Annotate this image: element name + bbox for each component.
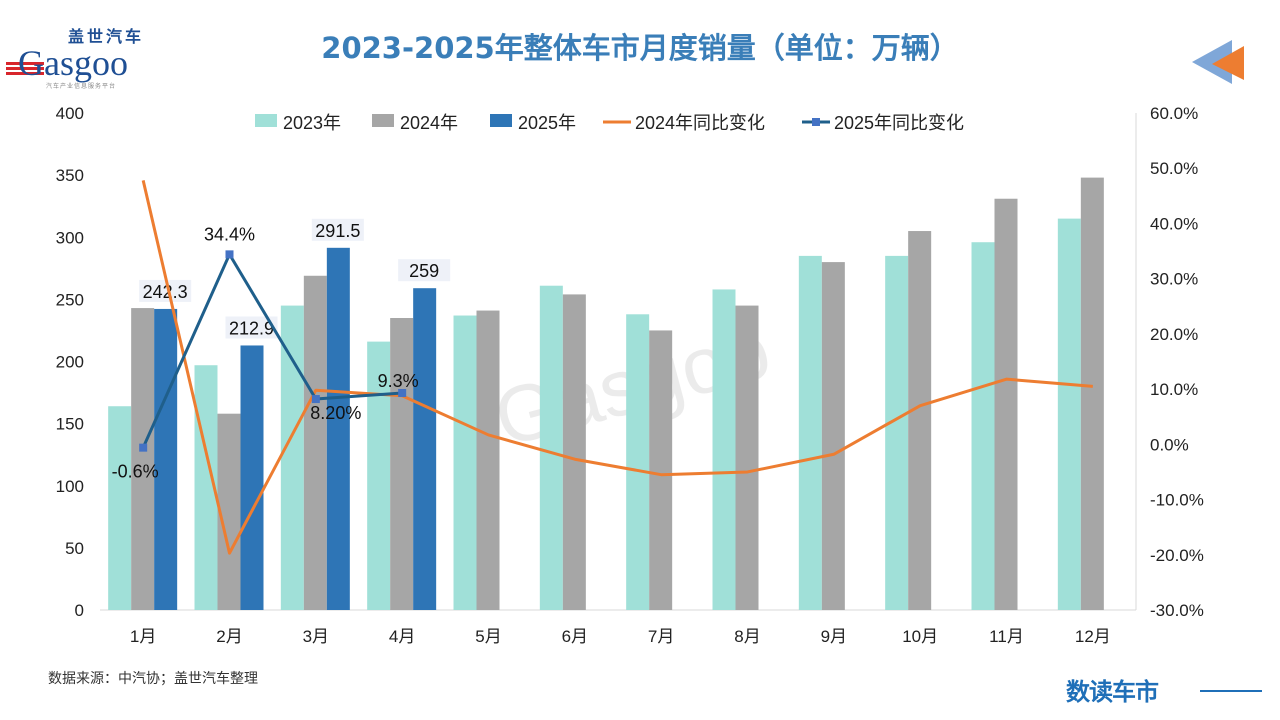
marker-2025年同比变化 — [311, 395, 320, 404]
legend-item: 2024年 — [400, 113, 458, 133]
x-axis-tick: 7月 — [648, 627, 674, 646]
logo-en: Gasgoo — [18, 43, 128, 83]
legend-swatch — [255, 114, 277, 127]
left-axis-tick: 50 — [65, 539, 84, 558]
left-axis-tick: 400 — [56, 104, 84, 123]
bar-2024年 — [821, 262, 845, 610]
logo-sub: 汽车产业信息服务平台 — [46, 84, 117, 90]
bar-2023年 — [280, 305, 304, 610]
data-label-2025: 291.5 — [315, 221, 360, 241]
left-axis-tick: 350 — [56, 166, 84, 185]
right-axis-tick: 30.0% — [1150, 270, 1198, 289]
right-axis-tick: -30.0% — [1150, 601, 1204, 620]
bar-2024年 — [390, 318, 414, 610]
data-source: 数据来源：中汽协；盖世汽车整理 — [48, 671, 258, 687]
bar-2025年 — [240, 345, 264, 610]
marker-2025年同比变化 — [398, 388, 407, 397]
line-2025年同比变化 — [141, 252, 403, 449]
bar-2024年 — [1080, 177, 1104, 611]
bar-2024年 — [131, 308, 155, 610]
legend-item: 2025年 — [518, 113, 576, 133]
data-label-yoy-2025: 8.20% — [310, 403, 361, 423]
x-axis-tick: 6月 — [562, 627, 588, 646]
right-axis-tick: 50.0% — [1150, 159, 1198, 178]
bar-2025年 — [413, 288, 437, 610]
bar-2023年 — [798, 255, 822, 610]
right-axis-tick: -10.0% — [1150, 491, 1204, 510]
legend-item: 2025年同比变化 — [834, 113, 964, 133]
data-label-yoy-2025: 34.4% — [204, 224, 255, 244]
bar-2023年 — [367, 341, 391, 610]
x-axis-tick: 3月 — [303, 627, 329, 646]
logo-stripes — [6, 62, 44, 76]
bar-2023年 — [453, 315, 477, 610]
right-axis-tick: 40.0% — [1150, 214, 1198, 233]
x-axis-tick: 8月 — [734, 627, 760, 646]
legend-swatch — [372, 114, 394, 127]
data-label-bg — [225, 316, 278, 339]
gasgoo-logo: 盖世汽车 Gasgoo 汽车产业信息服务平台 — [6, 28, 166, 92]
x-axis-tick: 2月 — [216, 627, 242, 646]
arrow-icon — [1192, 40, 1244, 84]
bar-2024年 — [476, 310, 500, 610]
bar-2025年 — [154, 308, 178, 610]
x-axis-tick: 9月 — [821, 627, 847, 646]
data-label-yoy-2025: 9.3% — [378, 371, 419, 391]
x-axis-tick: 4月 — [389, 627, 415, 646]
bar-2023年 — [971, 242, 995, 610]
data-label-2025: 242.3 — [143, 282, 188, 302]
marker-2025年同比变化 — [139, 443, 148, 452]
data-label-yoy-2025: -0.6% — [112, 462, 159, 482]
left-axis-tick: 300 — [56, 228, 84, 247]
bar-2023年 — [1057, 218, 1081, 611]
right-axis-tick: 60.0% — [1150, 104, 1198, 123]
left-axis-tick: 100 — [56, 477, 84, 496]
left-axis-tick: 200 — [56, 353, 84, 372]
x-axis-tick: 11月 — [989, 627, 1024, 646]
left-axis-tick: 0 — [75, 601, 84, 620]
bar-2025年 — [326, 247, 350, 610]
bar-2024年 — [994, 198, 1018, 611]
right-axis-tick: 20.0% — [1150, 325, 1198, 344]
right-axis-tick: 0.0% — [1150, 435, 1189, 454]
legend-item: 2023年 — [283, 113, 341, 133]
brand-line — [1200, 690, 1262, 692]
bar-2023年 — [626, 314, 650, 610]
data-label-bg — [311, 218, 364, 241]
x-axis-tick: 12月 — [1075, 627, 1111, 646]
right-axis-tick: -20.0% — [1150, 546, 1204, 565]
data-label-2025: 259 — [409, 261, 439, 281]
marker-2025年同比变化 — [225, 250, 234, 259]
bar-2023年 — [885, 255, 909, 610]
bar-2024年 — [908, 231, 932, 610]
data-label-bg — [398, 259, 451, 282]
bar-2024年 — [303, 275, 327, 610]
x-axis-tick: 10月 — [902, 627, 938, 646]
data-label-2025: 212.9 — [229, 318, 274, 338]
logo-cn: 盖世汽车 — [68, 27, 145, 46]
bar-2023年 — [712, 289, 736, 610]
data-label-bg — [139, 279, 192, 302]
x-axis-tick: 1月 — [130, 627, 156, 646]
bar-2023年 — [539, 285, 563, 610]
right-axis-tick: 10.0% — [1150, 380, 1198, 399]
left-axis-tick: 250 — [56, 290, 84, 309]
line-2024年同比变化 — [141, 180, 1093, 555]
bar-2024年 — [562, 294, 586, 610]
page-title: 2023-2025年整体车市月度销量（单位：万辆） — [321, 31, 959, 65]
legend-marker — [812, 118, 820, 126]
brand-label: 数读车市 — [1066, 678, 1159, 706]
legend-item: 2024年同比变化 — [635, 113, 765, 133]
legend-swatch — [490, 114, 512, 127]
bar-2023年 — [108, 406, 132, 610]
bar-2024年 — [735, 305, 759, 610]
left-axis-tick: 150 — [56, 415, 84, 434]
bar-2024年 — [649, 330, 673, 610]
x-axis-tick: 5月 — [475, 627, 501, 646]
bar-2024年 — [217, 413, 241, 610]
